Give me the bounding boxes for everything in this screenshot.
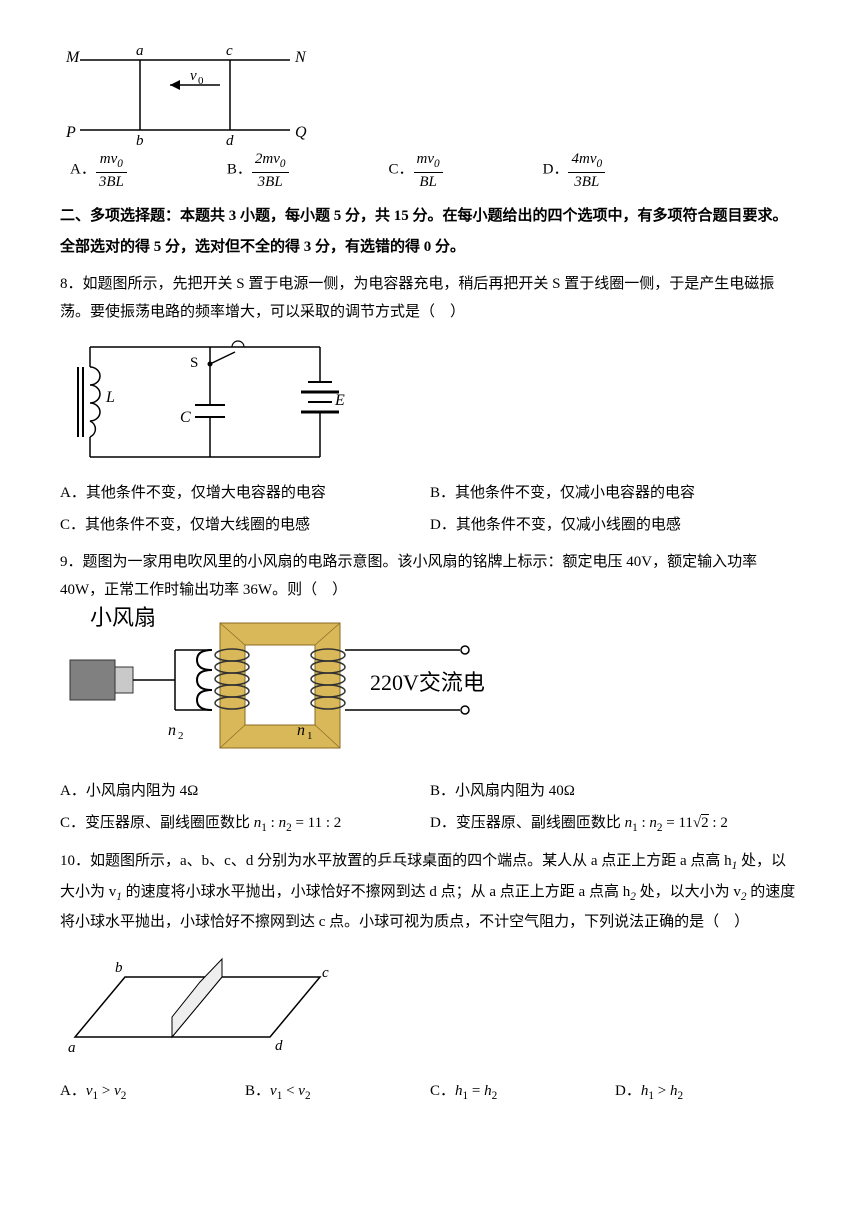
svg-text:220V交流电: 220V交流电 [370,670,485,695]
q9-opt-b: B．小风扇内阻为 40Ω [430,775,800,808]
q10-opt-d: D．h1 > h2 [615,1077,800,1107]
q10-opt-c: C．h1 = h2 [430,1077,615,1107]
q7-options: A．mv03BL B．2mv03BL C．mv0BL D．4mv03BL [70,150,800,191]
q9-stem: 9．题图为一家用电吹风里的小风扇的电路示意图。该小风扇的铭牌上标示：额定电压 4… [60,548,800,605]
svg-text:b: b [136,133,144,149]
svg-text:Q: Q [295,124,307,141]
svg-text:b: b [115,960,123,976]
q7-opt-b: B．2mv03BL [227,150,289,191]
svg-text:小风扇: 小风扇 [90,605,156,630]
q8-opt-c: C．其他条件不变，仅增大线圈的电感 [60,509,430,542]
q8-opt-a: A．其他条件不变，仅增大电容器的电容 [60,477,430,510]
q9-diagram: 小风扇 n2 n1 220V交流电 [60,605,800,775]
v0-label: v [190,68,197,84]
q10-opt-a: A．v1 > v2 [60,1077,245,1107]
svg-text:a: a [136,43,144,59]
svg-text:n: n [297,722,305,739]
svg-text:C: C [180,409,191,426]
svg-text:d: d [226,133,234,149]
svg-text:P: P [65,124,76,141]
q9-opt-a: A．小风扇内阻为 4Ω [60,775,430,808]
v0-sub: 0 [198,75,204,87]
q9-options: A．小风扇内阻为 4Ω B．小风扇内阻为 40Ω C．变压器原、副线圈匝数比 n… [60,775,800,842]
q8-opt-b: B．其他条件不变，仅减小电容器的电容 [430,477,800,510]
section-2-heading: 二、多项选择题：本题共 3 小题，每小题 5 分，共 15 分。在每小题给出的四… [60,201,800,264]
q10-diagram: a b c d [60,952,800,1062]
q8-opt-d: D．其他条件不变，仅减小线圈的电感 [430,509,800,542]
q10-opt-b: B．v1 < v2 [245,1077,430,1107]
svg-text:1: 1 [307,730,313,742]
q10-options: A．v1 > v2 B．v1 < v2 C．h1 = h2 D．h1 > h2 [60,1077,800,1107]
q8-stem: 8．如题图所示，先把开关 S 置于电源一侧，为电容器充电，稍后再把开关 S 置于… [60,270,800,327]
q9-opt-d: D．变压器原、副线圈匝数比 n1 : n2 = 11√2 : 2 [430,807,800,841]
svg-text:c: c [226,43,233,59]
svg-text:L: L [105,389,115,406]
svg-text:M: M [65,49,81,66]
svg-text:E: E [334,392,345,409]
q10-stem: 10．如题图所示，a、b、c、d 分别为水平放置的乒乓球桌面的四个端点。某人从 … [60,847,800,936]
svg-text:c: c [322,965,329,981]
q7-opt-d: D．4mv03BL [543,150,605,191]
q8-options: A．其他条件不变，仅增大电容器的电容 B．其他条件不变，仅减小电容器的电容 C．… [60,477,800,542]
svg-text:d: d [275,1038,283,1054]
q7-opt-c: C．mv0BL [389,150,443,191]
svg-text:n: n [168,722,176,739]
svg-text:a: a [68,1040,76,1056]
q7-diagram: v 0 M N P Q a c b d [60,40,800,150]
svg-text:S: S [190,355,198,371]
svg-text:N: N [294,49,307,66]
q8-diagram: L S C E [60,327,800,477]
q7-opt-a: A．mv03BL [70,150,127,191]
q9-opt-c: C．变压器原、副线圈匝数比 n1 : n2 = 11 : 2 [60,807,430,841]
svg-text:2: 2 [178,730,184,742]
